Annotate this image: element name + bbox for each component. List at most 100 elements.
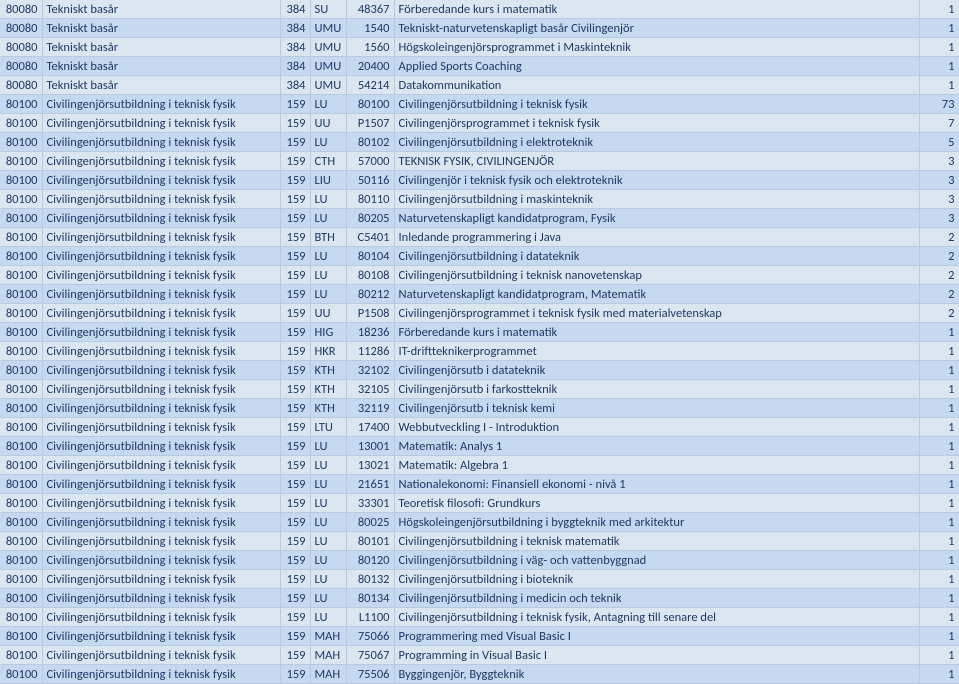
cell-name1: Civilingenjörsutbildning i teknisk fysik	[42, 418, 280, 437]
cell-credits: 159	[280, 114, 310, 133]
cell-credits: 159	[280, 304, 310, 323]
cell-code1: 80100	[0, 228, 42, 247]
table-row: 80080Tekniskt basår384UMU1560Högskoleing…	[0, 38, 959, 57]
cell-name1: Civilingenjörsutbildning i teknisk fysik	[42, 323, 280, 342]
cell-code2: 13021	[346, 456, 394, 475]
cell-code2: 48367	[346, 0, 394, 19]
cell-code2: 80102	[346, 133, 394, 152]
table-row: 80100Civilingenjörsutbildning i teknisk …	[0, 665, 959, 684]
cell-uni: LU	[310, 133, 346, 152]
cell-name2: Datakommunikation	[394, 76, 919, 95]
cell-uni: LU	[310, 266, 346, 285]
cell-name2: Civilingenjörsutb i teknisk kemi	[394, 399, 919, 418]
cell-count: 1	[919, 665, 959, 684]
cell-code1: 80100	[0, 361, 42, 380]
cell-name2: Civilingenjörsutbildning i teknisk fysik	[394, 95, 919, 114]
cell-code1: 80100	[0, 342, 42, 361]
cell-name2: Civilingenjörsutb i datateknik	[394, 361, 919, 380]
cell-uni: MAH	[310, 665, 346, 684]
cell-count: 2	[919, 266, 959, 285]
cell-name1: Civilingenjörsutbildning i teknisk fysik	[42, 646, 280, 665]
cell-code2: 80110	[346, 190, 394, 209]
cell-credits: 159	[280, 133, 310, 152]
cell-name2: Civilingenjörsutbildning i bioteknik	[394, 570, 919, 589]
cell-credits: 159	[280, 437, 310, 456]
cell-name2: Civilingenjörsutbildning i teknisk fysik…	[394, 608, 919, 627]
cell-code2: 54214	[346, 76, 394, 95]
cell-code1: 80100	[0, 494, 42, 513]
cell-uni: LU	[310, 190, 346, 209]
table-row: 80100Civilingenjörsutbildning i teknisk …	[0, 266, 959, 285]
table-row: 80100Civilingenjörsutbildning i teknisk …	[0, 285, 959, 304]
table-row: 80100Civilingenjörsutbildning i teknisk …	[0, 456, 959, 475]
cell-count: 1	[919, 513, 959, 532]
table-row: 80100Civilingenjörsutbildning i teknisk …	[0, 342, 959, 361]
table-row: 80100Civilingenjörsutbildning i teknisk …	[0, 418, 959, 437]
cell-name1: Civilingenjörsutbildning i teknisk fysik	[42, 361, 280, 380]
cell-name1: Civilingenjörsutbildning i teknisk fysik	[42, 665, 280, 684]
cell-code1: 80100	[0, 114, 42, 133]
cell-count: 1	[919, 532, 959, 551]
cell-code2: 20400	[346, 57, 394, 76]
table-row: 80100Civilingenjörsutbildning i teknisk …	[0, 646, 959, 665]
cell-name1: Civilingenjörsutbildning i teknisk fysik	[42, 342, 280, 361]
cell-count: 1	[919, 608, 959, 627]
cell-uni: UU	[310, 114, 346, 133]
cell-uni: LU	[310, 209, 346, 228]
cell-name2: Högskoleingenjörsprogrammet i Maskintekn…	[394, 38, 919, 57]
cell-code2: C5401	[346, 228, 394, 247]
table-body: 80080Tekniskt basår384SU48367Förberedand…	[0, 0, 959, 684]
cell-code1: 80100	[0, 152, 42, 171]
cell-count: 1	[919, 551, 959, 570]
cell-uni: LIU	[310, 171, 346, 190]
cell-code1: 80100	[0, 456, 42, 475]
cell-name1: Civilingenjörsutbildning i teknisk fysik	[42, 437, 280, 456]
table-row: 80100Civilingenjörsutbildning i teknisk …	[0, 171, 959, 190]
cell-code1: 80100	[0, 665, 42, 684]
cell-code2: 80212	[346, 285, 394, 304]
table-row: 80080Tekniskt basår384UMU20400Applied Sp…	[0, 57, 959, 76]
cell-count: 1	[919, 57, 959, 76]
cell-count: 1	[919, 475, 959, 494]
cell-code1: 80100	[0, 627, 42, 646]
cell-count: 3	[919, 190, 959, 209]
cell-name2: Matematik: Analys 1	[394, 437, 919, 456]
cell-code1: 80080	[0, 76, 42, 95]
cell-count: 1	[919, 589, 959, 608]
cell-count: 1	[919, 76, 959, 95]
cell-code1: 80100	[0, 171, 42, 190]
cell-count: 1	[919, 38, 959, 57]
cell-name1: Civilingenjörsutbildning i teknisk fysik	[42, 532, 280, 551]
cell-code2: 13001	[346, 437, 394, 456]
cell-name2: Byggingenjör, Byggteknik	[394, 665, 919, 684]
cell-credits: 159	[280, 456, 310, 475]
cell-code2: 80104	[346, 247, 394, 266]
cell-uni: LU	[310, 570, 346, 589]
cell-uni: LU	[310, 551, 346, 570]
cell-code1: 80100	[0, 209, 42, 228]
cell-code1: 80100	[0, 95, 42, 114]
cell-uni: LU	[310, 513, 346, 532]
cell-count: 1	[919, 494, 959, 513]
cell-credits: 159	[280, 665, 310, 684]
cell-name1: Civilingenjörsutbildning i teknisk fysik	[42, 285, 280, 304]
cell-name1: Civilingenjörsutbildning i teknisk fysik	[42, 266, 280, 285]
cell-code2: 57000	[346, 152, 394, 171]
cell-credits: 384	[280, 19, 310, 38]
cell-count: 2	[919, 285, 959, 304]
cell-uni: LU	[310, 285, 346, 304]
cell-name2: Programming in Visual Basic I	[394, 646, 919, 665]
table-row: 80100Civilingenjörsutbildning i teknisk …	[0, 114, 959, 133]
cell-count: 1	[919, 399, 959, 418]
cell-name1: Tekniskt basår	[42, 38, 280, 57]
cell-name1: Civilingenjörsutbildning i teknisk fysik	[42, 513, 280, 532]
cell-credits: 384	[280, 76, 310, 95]
cell-code2: 1540	[346, 19, 394, 38]
cell-uni: LU	[310, 475, 346, 494]
cell-credits: 159	[280, 342, 310, 361]
cell-uni: UMU	[310, 76, 346, 95]
cell-name1: Civilingenjörsutbildning i teknisk fysik	[42, 114, 280, 133]
cell-code1: 80080	[0, 19, 42, 38]
cell-code1: 80080	[0, 57, 42, 76]
cell-uni: MAH	[310, 646, 346, 665]
